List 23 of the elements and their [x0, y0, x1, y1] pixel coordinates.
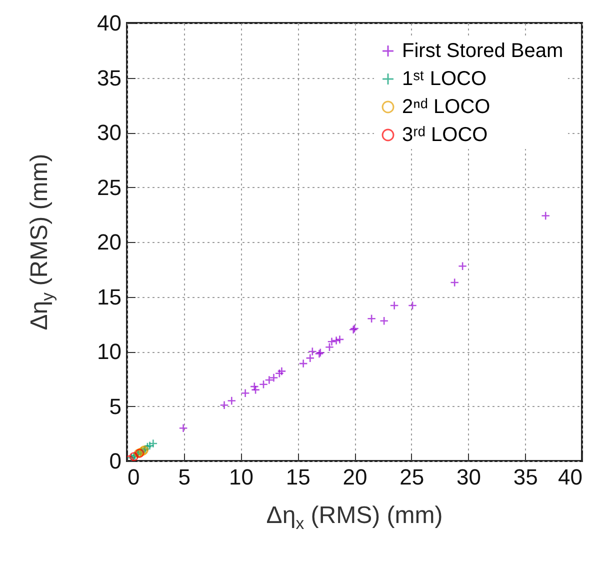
x-tick-label: 40	[558, 464, 582, 490]
x-tick-label: 10	[229, 464, 254, 490]
legend-label: 1ˢᵗ LOCO	[402, 68, 487, 90]
y-tick-label: 25	[97, 174, 122, 200]
y-tick-label: 5	[109, 394, 122, 419]
y-tick-label: 35	[97, 65, 122, 90]
x-tick-label: 0	[128, 464, 140, 490]
x-tick-label: 15	[286, 464, 310, 490]
x-axis-title: Δη$_{x}$ (RMS) (mm)	[265, 502, 444, 534]
y-tick-label: 30	[97, 120, 122, 145]
x-tick-label: 20	[342, 464, 368, 490]
x-tick-label: 30	[456, 464, 481, 490]
x-tick-label: 25	[400, 464, 424, 490]
x-tick-label: 35	[513, 464, 538, 490]
y-tick-label: 40	[97, 10, 122, 36]
y-tick-label: 10	[97, 339, 122, 364]
y-tick-label: 0	[109, 448, 122, 474]
legend-label: 3ʳᵈ LOCO	[402, 124, 488, 146]
legend-label: First Stored Beam	[402, 40, 564, 62]
y-tick-label: 20	[97, 230, 122, 254]
legend-label: 2ⁿᵈ LOCO	[402, 96, 490, 118]
x-tick-label: 5	[178, 464, 190, 490]
y-tick-label: 15	[97, 284, 122, 310]
